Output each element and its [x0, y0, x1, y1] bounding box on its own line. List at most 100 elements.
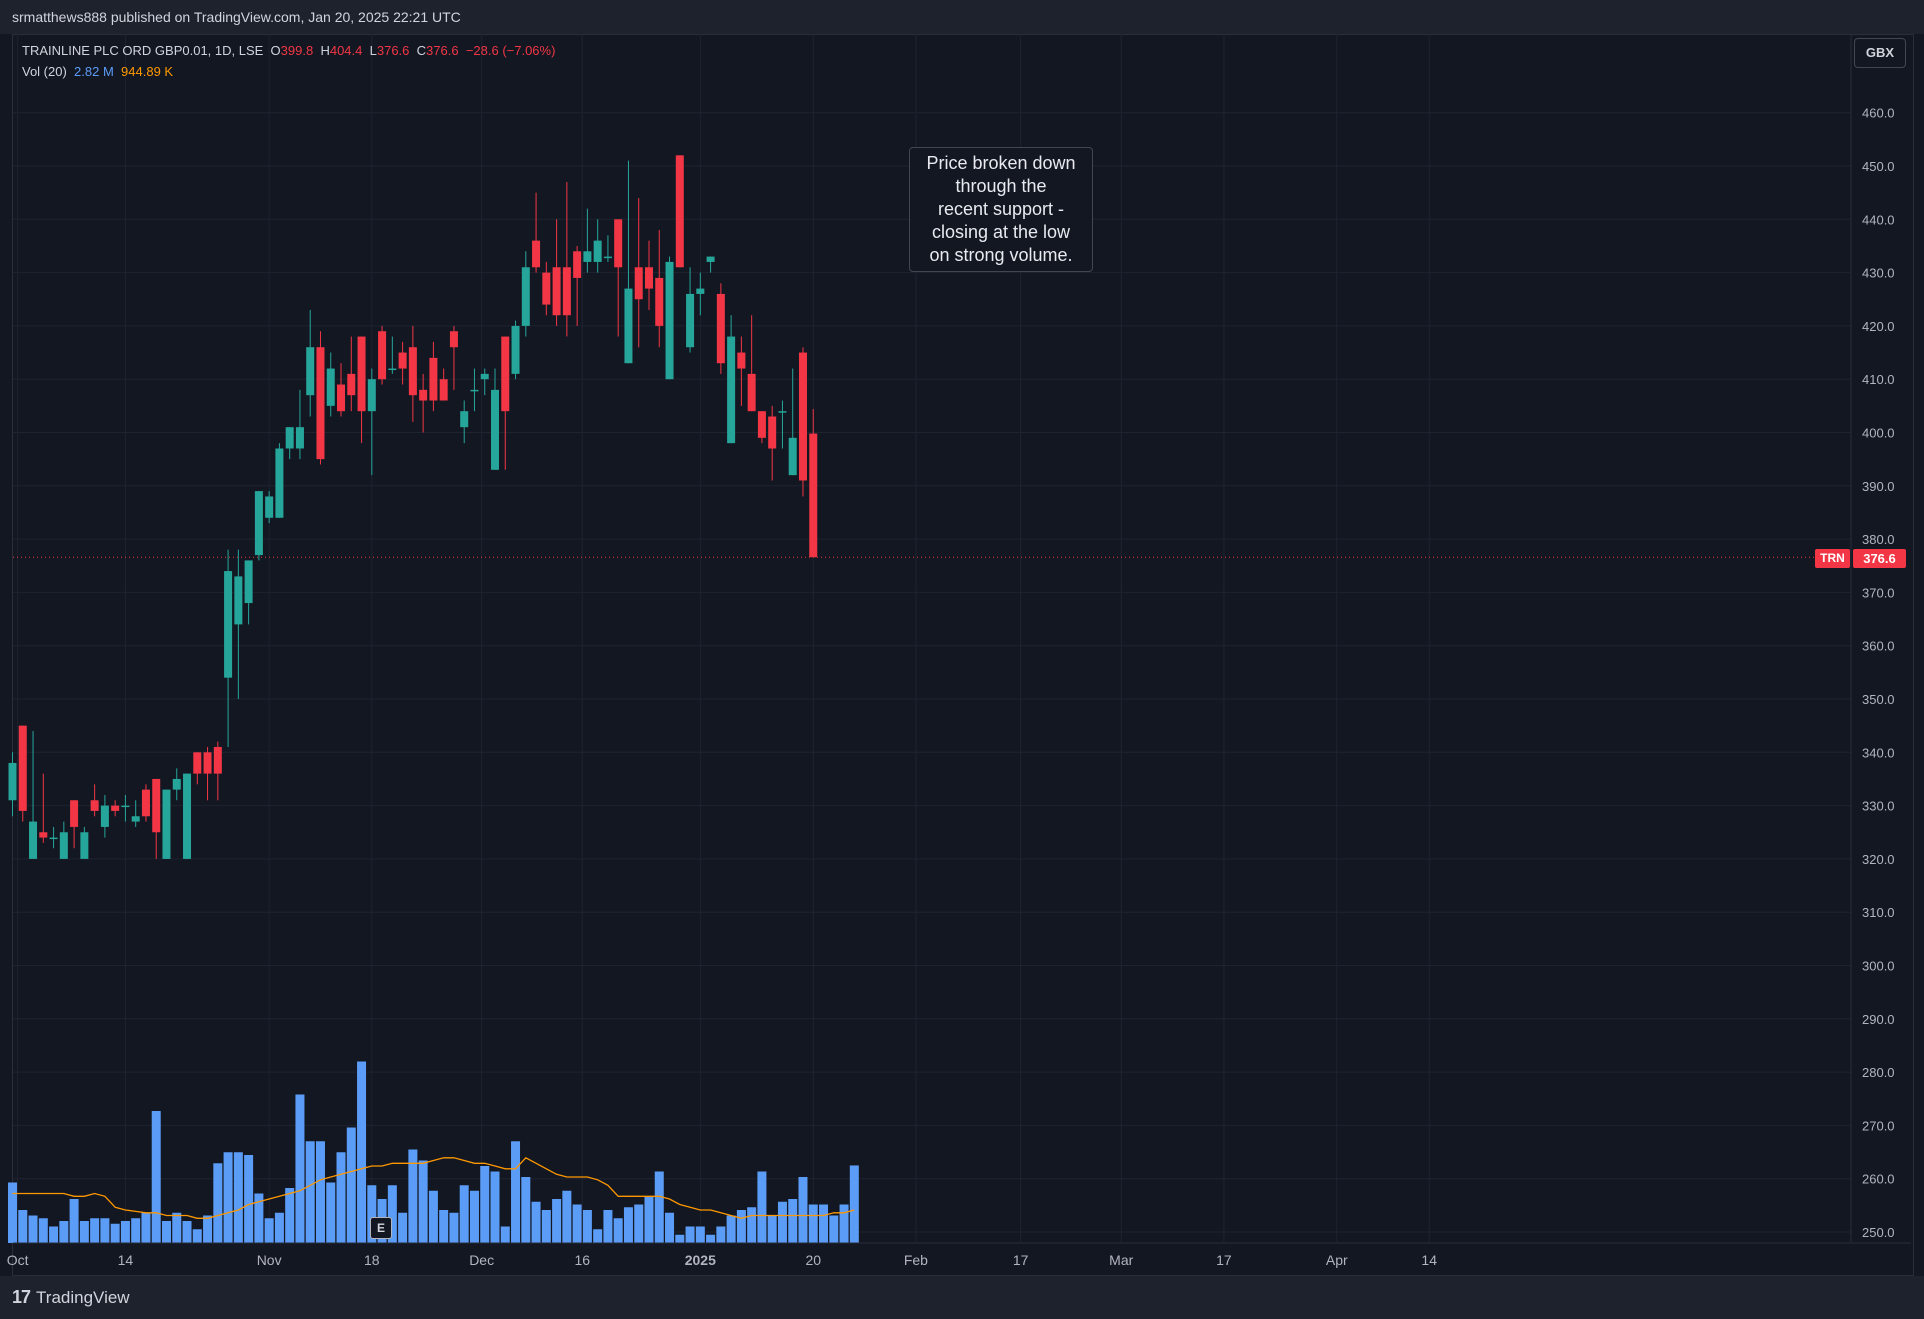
volume-bar — [305, 1141, 315, 1243]
candle-body — [59, 832, 68, 859]
text-annotation[interactable]: Price broken down through the recent sup… — [909, 147, 1093, 272]
tradingview-logo[interactable]: 17 TradingView — [12, 1287, 130, 1308]
candle-body — [111, 805, 120, 811]
price-tick-label: 460.0 — [1862, 106, 1895, 121]
candle-body — [213, 746, 222, 774]
candle — [480, 368, 489, 396]
candle — [716, 283, 725, 374]
volume-bar — [613, 1218, 623, 1243]
volume-bar — [172, 1212, 182, 1243]
candle — [696, 272, 705, 316]
candle — [644, 240, 653, 310]
volume-bar — [182, 1221, 192, 1243]
volume-bar — [315, 1141, 325, 1243]
volume-bar — [767, 1215, 777, 1243]
candle — [193, 752, 202, 785]
candle-body — [686, 293, 695, 348]
low-label: L — [369, 43, 377, 58]
candle-body — [18, 725, 27, 811]
volume-bar — [736, 1210, 746, 1243]
price-tick-label: 350.0 — [1862, 692, 1895, 707]
candle-body — [491, 389, 500, 470]
volume-bar — [100, 1218, 110, 1243]
candle — [203, 746, 212, 801]
candle-body — [224, 571, 233, 678]
volume-bar — [110, 1223, 120, 1243]
candle — [326, 352, 335, 417]
volume-bar — [59, 1221, 69, 1243]
time-axis-labels: Oct 14 Nov 18 Dec 16 2025 20 Feb 17 Mar 17 Apr 14 — [7, 1252, 1437, 1268]
candle — [665, 256, 674, 380]
candle — [162, 789, 171, 859]
candle-body — [716, 293, 725, 364]
time-tick-label: 20 — [805, 1252, 821, 1268]
volume-bar — [254, 1193, 264, 1243]
volume-bar — [90, 1218, 100, 1243]
volume-bars — [8, 1061, 859, 1243]
symbol-price-badge: TRN — [1815, 549, 1850, 568]
candle — [439, 368, 448, 401]
volume-bar — [244, 1155, 254, 1243]
candle-body — [573, 251, 582, 278]
volume-bar — [562, 1190, 572, 1243]
high-value: 404.4 — [329, 43, 363, 58]
candle — [90, 784, 99, 817]
volume-bar — [223, 1152, 233, 1243]
candle-body — [768, 416, 777, 449]
volume-bar — [213, 1163, 223, 1243]
candle-body — [634, 267, 643, 300]
candle — [511, 320, 520, 380]
volume-bar — [665, 1212, 675, 1243]
candle-body — [357, 336, 366, 412]
candle — [152, 778, 161, 859]
candle-body — [593, 240, 602, 262]
volume-bar — [295, 1094, 305, 1243]
volume-bar — [387, 1185, 397, 1243]
candle-body — [80, 832, 89, 859]
currency-button[interactable]: GBX — [1854, 38, 1906, 68]
candle-body — [265, 496, 274, 518]
candle — [254, 491, 263, 561]
candle-body — [532, 240, 541, 268]
candle — [419, 373, 428, 433]
volume-bar — [357, 1061, 367, 1243]
candle-body — [747, 373, 756, 412]
volume-bar — [141, 1212, 151, 1243]
candle-body — [603, 256, 612, 259]
candles — [8, 155, 818, 859]
volume-legend[interactable]: Vol (20) 2.82 M 944.89 K — [22, 64, 173, 79]
volume-bar — [623, 1207, 633, 1243]
earnings-marker[interactable]: E — [370, 1217, 392, 1239]
candle-body — [562, 267, 571, 316]
annotation-line: through the — [955, 176, 1047, 196]
volume-bar — [418, 1160, 428, 1243]
candle-body — [583, 251, 592, 262]
candle-body — [408, 347, 417, 396]
volume-bar — [777, 1201, 787, 1243]
candle-body — [29, 821, 38, 859]
candle-body — [162, 789, 171, 859]
volume-bar — [798, 1177, 808, 1243]
price-axis-labels: 250.0 260.0 270.0 280.0 290.0 300.0 310.0 320.0… — [1862, 106, 1895, 1240]
price-tick-label: 330.0 — [1862, 799, 1895, 814]
price-tick-label: 370.0 — [1862, 585, 1895, 600]
candle — [624, 160, 633, 364]
candle-body — [141, 789, 150, 817]
candle-body — [655, 277, 664, 326]
price-tick-label: 450.0 — [1862, 159, 1895, 174]
volume-bar — [131, 1218, 141, 1243]
time-tick-label: 14 — [118, 1252, 134, 1268]
symbol-legend[interactable]: TRAINLINE PLC ORD GBP0.01, 1D, LSE O399.… — [22, 43, 555, 58]
candle-body — [295, 427, 304, 449]
volume-bar — [552, 1199, 562, 1243]
close-label: C — [416, 43, 427, 58]
volume-bar — [120, 1221, 130, 1243]
volume-bar — [326, 1182, 336, 1243]
volume-bar — [490, 1171, 500, 1243]
volume-bar — [459, 1185, 469, 1243]
candle — [727, 315, 736, 444]
candle-body — [244, 560, 253, 604]
candle-body — [665, 261, 674, 380]
price-tick-label: 430.0 — [1862, 266, 1895, 281]
